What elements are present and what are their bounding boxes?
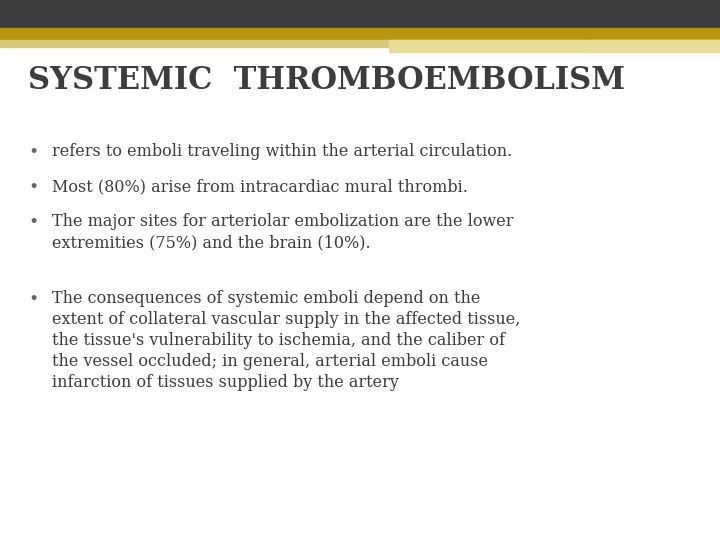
Text: SYSTEMIC  THROMBOEMBOLISM: SYSTEMIC THROMBOEMBOLISM (28, 65, 625, 96)
Text: Most (80%) arise from intracardiac mural thrombi.: Most (80%) arise from intracardiac mural… (52, 178, 468, 195)
Text: The consequences of systemic emboli depend on the
extent of collateral vascular : The consequences of systemic emboli depe… (52, 290, 521, 390)
Bar (0, 0, 720, 28)
Text: •: • (28, 213, 38, 231)
Text: refers to emboli traveling within the arterial circulation.: refers to emboli traveling within the ar… (52, 143, 512, 160)
Bar (590, 40, 720, 47)
Text: •: • (28, 290, 38, 308)
Bar (0, 28, 720, 40)
Bar (389, 45, 720, 52)
Text: •: • (28, 143, 38, 161)
Text: The major sites for arteriolar embolization are the lower
extremi​ties (75%) and: The major sites for arteriolar embolizat… (52, 213, 513, 251)
Text: •: • (28, 178, 38, 196)
Bar (389, 40, 720, 47)
Bar (0, 40, 590, 47)
